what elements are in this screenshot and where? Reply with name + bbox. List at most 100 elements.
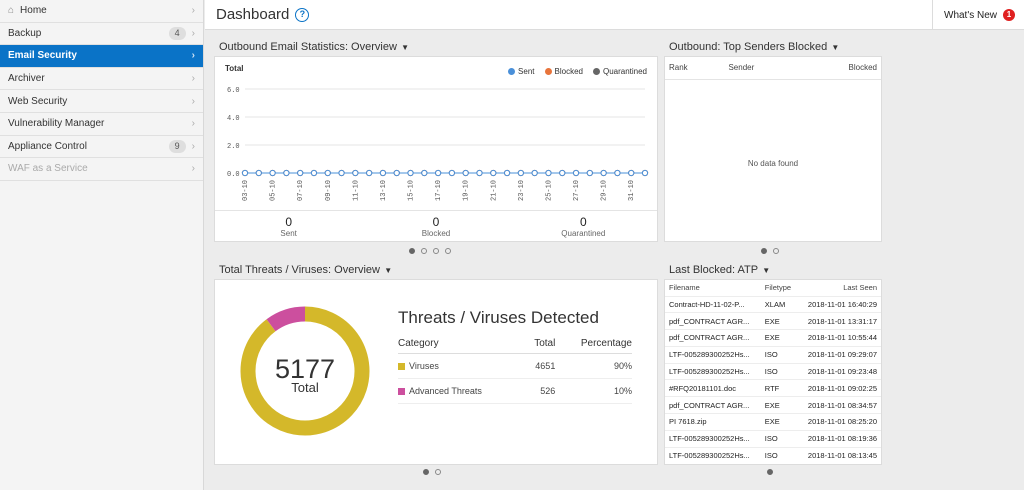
legend-item-sent[interactable]: Sent — [508, 67, 535, 76]
summary-sent: 0 Sent — [215, 211, 362, 241]
data-point-sent — [600, 169, 607, 177]
filetype-cell: EXE — [760, 329, 798, 347]
whats-new-button[interactable]: What's New 1 — [932, 0, 1024, 30]
data-point-sent — [366, 169, 373, 177]
x-tick-label: 27-10 — [573, 180, 581, 201]
pager-dot[interactable] — [773, 248, 779, 254]
data-point-sent — [283, 169, 290, 177]
threats-pager — [423, 469, 441, 475]
table-header-row: Filename Filetype Last Seen — [665, 280, 881, 296]
col-filename[interactable]: Filename — [669, 283, 700, 293]
outbound-stats-title-text: Outbound Email Statistics: Overview — [219, 41, 397, 53]
table-row[interactable]: LTF-005289300252Hs... ISO 2018-11-01 09:29… — [665, 345, 881, 364]
pager-dot[interactable] — [435, 469, 441, 475]
col-filetype[interactable]: Filetype — [764, 283, 792, 293]
col-blocked[interactable]: Blocked — [799, 57, 881, 80]
top-senders-pager — [761, 248, 779, 254]
table-row[interactable]: Advanced Threats 526 10% — [398, 378, 632, 404]
count-badge: 9 — [168, 139, 186, 153]
x-tick-label: 07-10 — [297, 180, 305, 201]
pager-dot[interactable] — [409, 248, 415, 254]
pager-dot[interactable] — [433, 248, 439, 254]
data-point-sent — [255, 169, 262, 177]
sidebar-item-label: Backup — [8, 27, 42, 39]
last-seen-cell: 2018-11-01 16:40:29 — [797, 295, 881, 313]
last-seen-cell: 2018-11-01 08:13:45 — [797, 446, 881, 464]
chevron-right-icon: › — [191, 118, 195, 130]
col-rank[interactable]: Rank — [665, 57, 725, 80]
caret-down-icon: ▼ — [382, 266, 393, 275]
data-point-sent — [614, 169, 621, 177]
data-point-sent — [407, 169, 414, 177]
table-row[interactable]: Viruses 4651 90% — [398, 353, 632, 379]
pager-dot[interactable] — [761, 248, 767, 254]
sidebar-item-waf-as-a-service[interactable]: WAF as a Service › — [0, 158, 203, 181]
data-point-sent — [545, 169, 552, 177]
last-blocked-title[interactable]: Last Blocked: ATP ▼ — [669, 264, 770, 276]
top-senders-title[interactable]: Outbound: Top Senders Blocked ▼ — [669, 41, 839, 53]
sidebar-item-web-security[interactable]: Web Security › — [0, 90, 203, 113]
filetype-cell: ISO — [760, 362, 798, 380]
legend-item-quarantined[interactable]: Quarantined — [592, 67, 647, 76]
table-row[interactable]: PI 7618.zip EXE 2018-11-01 08:25:20 — [665, 413, 881, 431]
summary-blocked: 0 Blocked — [362, 211, 509, 241]
x-tick-label: 23-10 — [518, 180, 526, 201]
last-blocked-table: Filename Filetype Last Seen Contract-HD-… — [665, 280, 881, 464]
donut-slice-viruses[interactable] — [240, 306, 370, 436]
last-seen-cell: 2018-11-01 13:31:17 — [797, 312, 881, 330]
legend-label-sent: Sent — [518, 67, 535, 76]
chevron-right-icon: › — [191, 140, 195, 152]
help-icon[interactable]: ? — [295, 7, 310, 22]
x-tick-label: 15-10 — [408, 180, 416, 201]
filename-cell: LTF-005289300252Hs... — [665, 446, 761, 464]
notification-badge: 1 — [1003, 9, 1015, 21]
legend-swatch-quarantined — [592, 68, 600, 75]
header: Dashboard ? What's New 1 — [205, 0, 1024, 30]
donut-total: 5177 — [275, 354, 335, 384]
sidebar-item-email-security[interactable]: Email Security › — [0, 45, 203, 68]
table-row[interactable]: LTF-005289300252Hs... ISO 2018-11-01 08:13… — [665, 446, 881, 464]
table-row[interactable]: Contract-HD-11-02-P... XLAM 2018-11-01 16:… — [665, 295, 881, 313]
table-row[interactable]: pdf_CONTRACT AGR... EXE 2018-11-01 10:55:4… — [665, 329, 881, 347]
donut-slice-advanced-threats[interactable] — [266, 306, 306, 332]
x-tick-label: 19-10 — [463, 180, 471, 201]
col-category: Category — [398, 335, 524, 354]
table-row[interactable]: pdf_CONTRACT AGR... EXE 2018-11-01 08:34:5… — [665, 396, 881, 414]
sidebar-item-home[interactable]: ⌂ Home › — [0, 0, 203, 23]
outbound-stats-card: Total 0.0 2.0 4.0 6.0 03-10 05-10 07-10 09-10 11-… — [214, 56, 658, 242]
table-row[interactable]: pdf_CONTRACT AGR... EXE 2018-11-01 13:31:1… — [665, 312, 881, 330]
data-point-sent — [448, 169, 455, 177]
x-tick-label: 17-10 — [435, 180, 443, 201]
sidebar-item-label: Archiver — [8, 73, 45, 85]
chevron-right-icon: › — [191, 73, 195, 85]
chart-legend: Sent Blocked Quarantined — [508, 67, 647, 76]
threats-title[interactable]: Total Threats / Viruses: Overview ▼ — [219, 264, 392, 276]
col-sender[interactable]: Sender — [724, 57, 800, 80]
data-point-sent — [559, 169, 566, 177]
category-cell: Advanced Threats — [398, 378, 524, 404]
pager-dot[interactable] — [767, 469, 773, 475]
pager-dot[interactable] — [421, 248, 427, 254]
x-tick-label: 31-10 — [628, 180, 636, 201]
data-point-sent — [241, 169, 249, 177]
data-point-sent — [517, 169, 524, 177]
pager-dot[interactable] — [423, 469, 429, 475]
page-title-wrap: Dashboard ? — [216, 6, 310, 23]
percentage-cell: 90% — [555, 353, 632, 379]
caret-down-icon: ▼ — [829, 43, 840, 52]
filename-cell: LTF-005289300252Hs... — [665, 429, 761, 448]
data-point-sent — [269, 169, 276, 177]
last-seen-cell: 2018-11-01 09:02:25 — [797, 379, 881, 397]
sidebar-item-backup[interactable]: Backup 4 › — [0, 22, 203, 46]
col-last-seen[interactable]: Last Seen — [843, 283, 877, 293]
data-point-sent — [310, 169, 318, 177]
sidebar-item-appliance-control[interactable]: Appliance Control 9 › — [0, 135, 203, 159]
sidebar-item-archiver[interactable]: Archiver › — [0, 67, 203, 91]
table-row[interactable]: LTF-005289300252Hs... ISO 2018-11-01 08:19… — [665, 429, 881, 448]
sidebar-item-vulnerability-manager[interactable]: Vulnerability Manager › — [0, 112, 203, 136]
legend-item-blocked[interactable]: Blocked — [544, 67, 583, 76]
table-row[interactable]: LTF-005289300252Hs... ISO 2018-11-01 09:23… — [665, 362, 881, 380]
table-row[interactable]: #RFQ20181101.doc RTF 2018-11-01 09:02:25 — [665, 379, 881, 397]
pager-dot[interactable] — [445, 248, 451, 254]
outbound-stats-title[interactable]: Outbound Email Statistics: Overview ▼ — [219, 41, 409, 53]
